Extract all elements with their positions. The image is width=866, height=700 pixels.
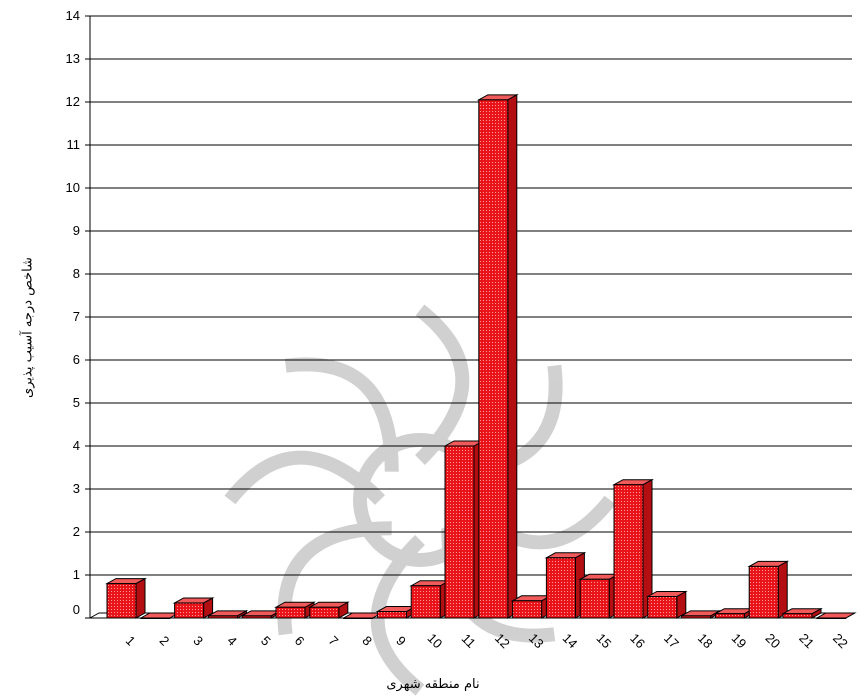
y-tick-label: 5 <box>73 395 80 410</box>
x-tick-label: 19 <box>729 630 750 651</box>
bar-side <box>777 560 788 619</box>
bar <box>545 557 576 619</box>
bar <box>410 585 441 619</box>
x-tick-label: 9 <box>393 633 409 649</box>
y-tick-label: 3 <box>73 481 80 496</box>
bar <box>343 617 374 619</box>
bar <box>275 606 306 619</box>
bar <box>816 617 847 619</box>
x-tick-label: 1 <box>123 633 139 649</box>
bar <box>140 617 171 619</box>
x-tick-label: 6 <box>292 633 308 649</box>
y-tick-label: 4 <box>73 438 80 453</box>
x-tick-label: 5 <box>258 633 274 649</box>
bar <box>512 600 543 619</box>
x-axis-label: نام منطقه شهری <box>386 677 480 692</box>
x-tick-label: 21 <box>796 630 817 651</box>
y-tick-label: 11 <box>67 137 81 152</box>
bar <box>748 565 779 619</box>
watermark <box>224 304 616 696</box>
y-tick-label: 10 <box>66 180 80 195</box>
x-tick-label: 8 <box>359 633 375 649</box>
bar <box>376 611 407 619</box>
y-tick-label: 2 <box>73 524 80 539</box>
y-tick-label: 12 <box>66 94 80 109</box>
bar-side <box>507 94 518 619</box>
bar <box>782 613 813 619</box>
bar <box>613 484 644 619</box>
x-tick-label: 7 <box>326 633 342 649</box>
x-tick-label: 17 <box>661 630 682 651</box>
x-tick-label: 4 <box>224 633 240 649</box>
y-tick-label: 13 <box>66 51 80 66</box>
x-tick-label: 14 <box>560 630 581 651</box>
bar <box>444 445 475 619</box>
x-tick-label: 18 <box>695 630 716 651</box>
x-tick-label: 15 <box>593 630 614 651</box>
y-axis-label: شاخص درجه آسیب پذیری <box>20 257 36 398</box>
x-tick-label: 16 <box>627 630 648 651</box>
y-tick-label: 8 <box>73 266 80 281</box>
bar <box>241 615 272 619</box>
bar <box>681 615 712 619</box>
y-tick-label: 9 <box>73 223 80 238</box>
bar <box>106 583 137 619</box>
x-tick-label: 3 <box>190 633 206 649</box>
y-tick-label: 1 <box>73 567 80 582</box>
bar <box>647 596 678 619</box>
bar-side <box>135 577 146 619</box>
y-tick-label: 7 <box>73 309 80 324</box>
bars-group <box>105 94 857 619</box>
bar <box>478 99 509 619</box>
bar <box>207 615 238 619</box>
bar <box>309 606 340 619</box>
bar <box>579 578 610 619</box>
bar <box>714 613 745 619</box>
x-tick-label: 22 <box>830 630 851 651</box>
x-tick-label: 10 <box>424 630 445 651</box>
x-tick-label: 2 <box>157 633 173 649</box>
y-tick-label: 6 <box>73 352 80 367</box>
bar <box>174 602 205 619</box>
x-tick-label: 20 <box>762 630 783 651</box>
x-tick-label: 11 <box>459 631 479 651</box>
y-tick-label: 14 <box>66 8 80 23</box>
y-tick-label: 0 <box>73 602 80 617</box>
